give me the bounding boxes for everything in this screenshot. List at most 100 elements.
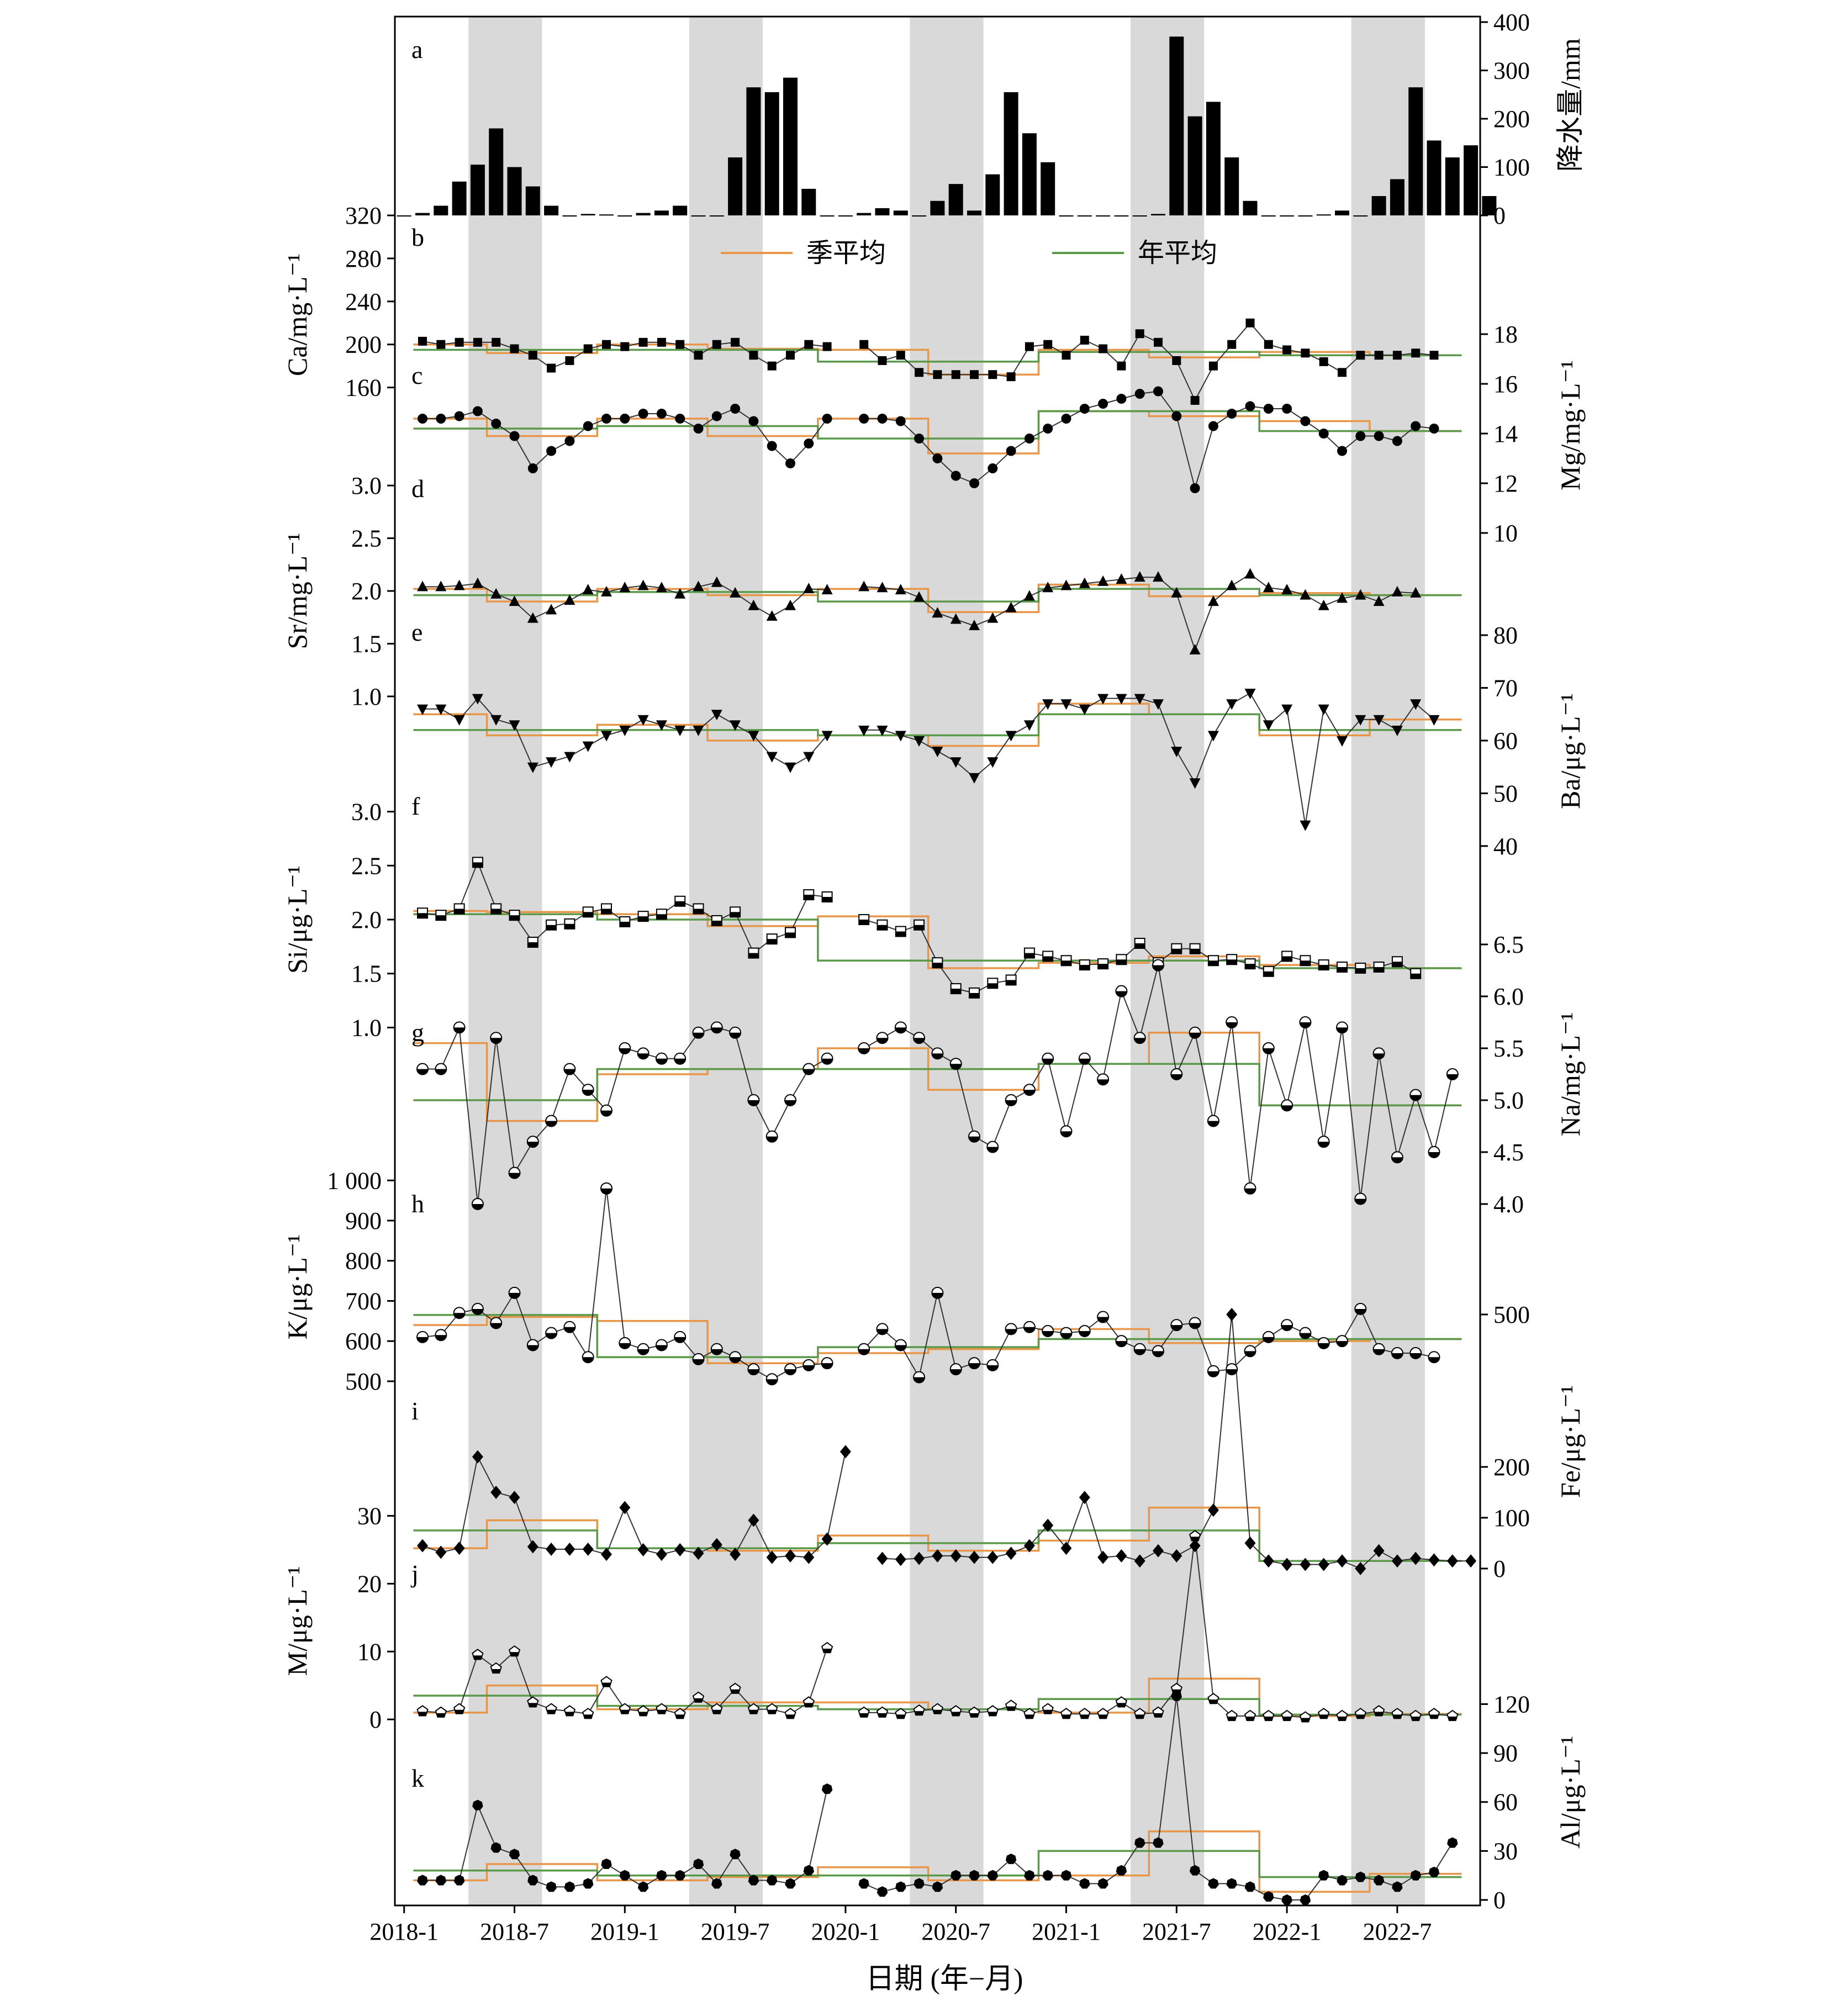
data-point-j [453, 1703, 466, 1714]
data-point-k [564, 1881, 575, 1892]
data-point-c [711, 411, 722, 421]
data-point-k [1263, 1891, 1274, 1902]
data-point-j [1115, 1696, 1128, 1708]
data-point-i [527, 1540, 538, 1554]
data-point-h [858, 1343, 870, 1355]
data-point-i [969, 1550, 980, 1564]
data-point-j [563, 1705, 576, 1717]
data-point-i [417, 1539, 428, 1553]
data-point-k [987, 1870, 998, 1881]
precip-bar [728, 157, 743, 215]
precip-bar [1261, 215, 1276, 217]
data-point-f [1391, 956, 1403, 968]
data-point-c [785, 458, 795, 468]
data-point-b [1264, 340, 1273, 349]
data-point-j [1226, 1709, 1238, 1722]
data-point-c [730, 404, 741, 414]
y-tick-label-c: 14 [1493, 420, 1518, 447]
precip-bar [948, 184, 963, 215]
data-point-f [546, 919, 557, 931]
data-point-j [1318, 1708, 1330, 1719]
x-tick-label: 2019-7 [701, 1918, 770, 1945]
data-point-k [767, 1875, 778, 1886]
data-point-d [490, 588, 502, 599]
data-point-c [1300, 416, 1311, 426]
data-point-h [1354, 1303, 1367, 1315]
data-point-h [1262, 1331, 1275, 1343]
data-point-e [527, 762, 538, 773]
data-point-d [582, 584, 594, 595]
y-tick-label-f: 1.5 [351, 960, 382, 988]
data-point-e [803, 752, 815, 763]
data-point-c [1318, 429, 1329, 439]
data-point-k [1337, 1875, 1348, 1886]
data-point-f [1263, 965, 1274, 977]
y-tick-label-b: 200 [345, 331, 382, 358]
data-point-j [784, 1708, 796, 1719]
data-point-g [913, 1032, 926, 1044]
data-point-g [784, 1094, 796, 1106]
data-point-e [1171, 747, 1182, 757]
data-point-d [1171, 587, 1182, 598]
data-point-b [786, 351, 795, 360]
y-tick-label-c: 16 [1493, 371, 1518, 398]
data-point-e [1410, 699, 1422, 710]
data-point-e [656, 720, 667, 731]
data-point-d [1318, 599, 1329, 610]
data-point-k [1428, 1866, 1440, 1877]
data-point-f [1244, 958, 1256, 970]
data-point-h [1391, 1347, 1403, 1359]
data-point-b [915, 368, 924, 377]
y-tick-label-e: 70 [1493, 674, 1518, 701]
data-point-h [1115, 1335, 1128, 1348]
data-point-g [619, 1042, 631, 1054]
data-point-b [1282, 345, 1292, 355]
data-point-h [545, 1327, 558, 1339]
data-point-h [1281, 1319, 1293, 1332]
data-point-d [1097, 575, 1109, 586]
data-point-f [1042, 951, 1054, 962]
precip-bar [1427, 140, 1442, 215]
panel-letter-k: k [411, 1764, 424, 1792]
data-point-j [527, 1696, 539, 1708]
data-point-k [1134, 1837, 1145, 1848]
data-point-i [1281, 1557, 1293, 1571]
data-point-d [766, 610, 778, 621]
data-point-j [913, 1704, 925, 1716]
data-point-g [1428, 1146, 1440, 1158]
data-point-b [1245, 318, 1255, 328]
data-point-h [1133, 1343, 1146, 1355]
data-point-e [730, 720, 741, 731]
data-point-d [821, 584, 833, 595]
data-point-k [490, 1842, 501, 1853]
data-point-g [1207, 1115, 1219, 1127]
data-point-b [822, 342, 832, 351]
y-tick-label-e: 60 [1493, 727, 1518, 754]
data-point-f [1337, 962, 1348, 973]
data-point-i [693, 1546, 704, 1560]
data-point-j [802, 1696, 815, 1708]
precip-bar [1132, 215, 1147, 217]
data-point-k [1373, 1875, 1385, 1886]
data-point-k [1060, 1870, 1072, 1881]
data-point-i [766, 1550, 778, 1564]
data-point-i [1428, 1553, 1440, 1567]
data-point-d [895, 584, 906, 595]
precip-bar [470, 165, 485, 215]
data-point-g [1152, 959, 1164, 972]
data-point-k [1005, 1854, 1017, 1865]
precip-bar [1371, 196, 1386, 215]
data-point-h [1078, 1325, 1091, 1337]
data-point-g [1317, 1136, 1330, 1148]
data-point-e [1060, 699, 1072, 710]
data-point-e [1097, 694, 1109, 705]
data-point-j [1097, 1708, 1109, 1719]
data-point-e [895, 731, 906, 742]
y-tick-label-h: 600 [345, 1328, 382, 1355]
precip-bar [746, 87, 761, 215]
data-point-j [1299, 1711, 1312, 1723]
data-point-e [674, 725, 686, 736]
data-point-h [674, 1331, 687, 1343]
data-point-e [509, 720, 520, 731]
data-point-i [914, 1551, 925, 1565]
